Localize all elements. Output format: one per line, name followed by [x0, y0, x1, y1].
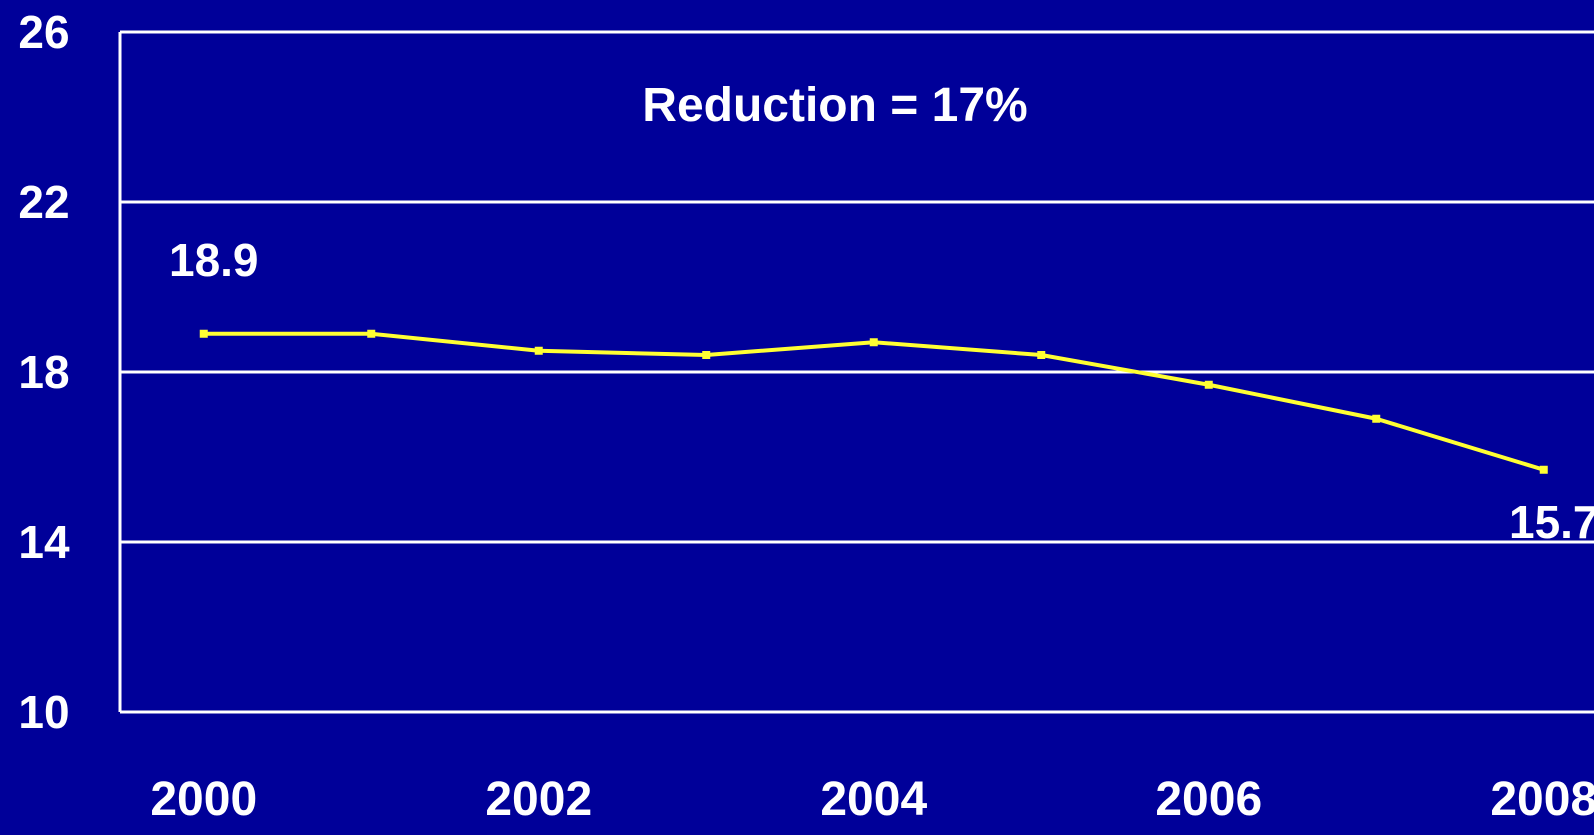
data-point-2005 [1037, 351, 1046, 359]
series-line [203, 331, 1545, 472]
data-point-2008 [1539, 465, 1548, 474]
reduction-annotation: Reduction = 17% [642, 79, 1027, 132]
data-point-2004 [869, 338, 878, 347]
x-tick-label-2000: 2000 [150, 773, 257, 826]
series-layer [199, 329, 1548, 474]
data-point-2007 [1372, 414, 1381, 423]
y-tick-label-22: 22 [18, 176, 69, 228]
x-tick-label-2008: 2008 [1490, 773, 1594, 826]
x-tick-label-2004: 2004 [820, 773, 927, 826]
data-label-2008: 15.7 [1509, 496, 1594, 548]
data-point-2000 [199, 329, 208, 338]
data-point-2003 [702, 351, 711, 359]
label-layer: 18.9 15.7 [169, 234, 1594, 548]
grid-layer [120, 30, 1594, 714]
x-tick-label-2006: 2006 [1155, 773, 1262, 826]
x-tick-label-2002: 2002 [485, 773, 592, 826]
data-label-2000: 18.9 [169, 234, 259, 286]
y-tick-label-18: 18 [18, 346, 69, 398]
axis-layer: 10 14 18 22 26 2000 2002 2004 2006 2008 [18, 6, 1594, 826]
y-tick-label-26: 26 [18, 6, 69, 58]
data-point-2006 [1204, 380, 1213, 389]
data-point-2002 [534, 346, 543, 355]
y-tick-label-14: 14 [18, 516, 70, 568]
y-tick-label-10: 10 [18, 686, 69, 738]
data-point-2001 [367, 329, 376, 338]
